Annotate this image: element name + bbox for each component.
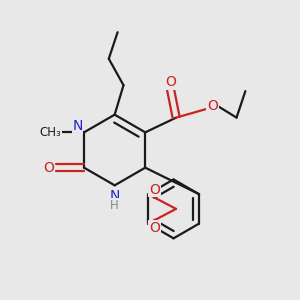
Text: O: O	[149, 221, 160, 235]
Text: O: O	[165, 75, 176, 89]
Text: N: N	[72, 119, 83, 134]
Text: CH₃: CH₃	[39, 126, 61, 139]
Text: O: O	[149, 183, 160, 197]
Text: O: O	[43, 161, 54, 175]
Text: O: O	[207, 99, 218, 113]
Text: N: N	[110, 189, 120, 202]
Text: H: H	[110, 199, 119, 212]
